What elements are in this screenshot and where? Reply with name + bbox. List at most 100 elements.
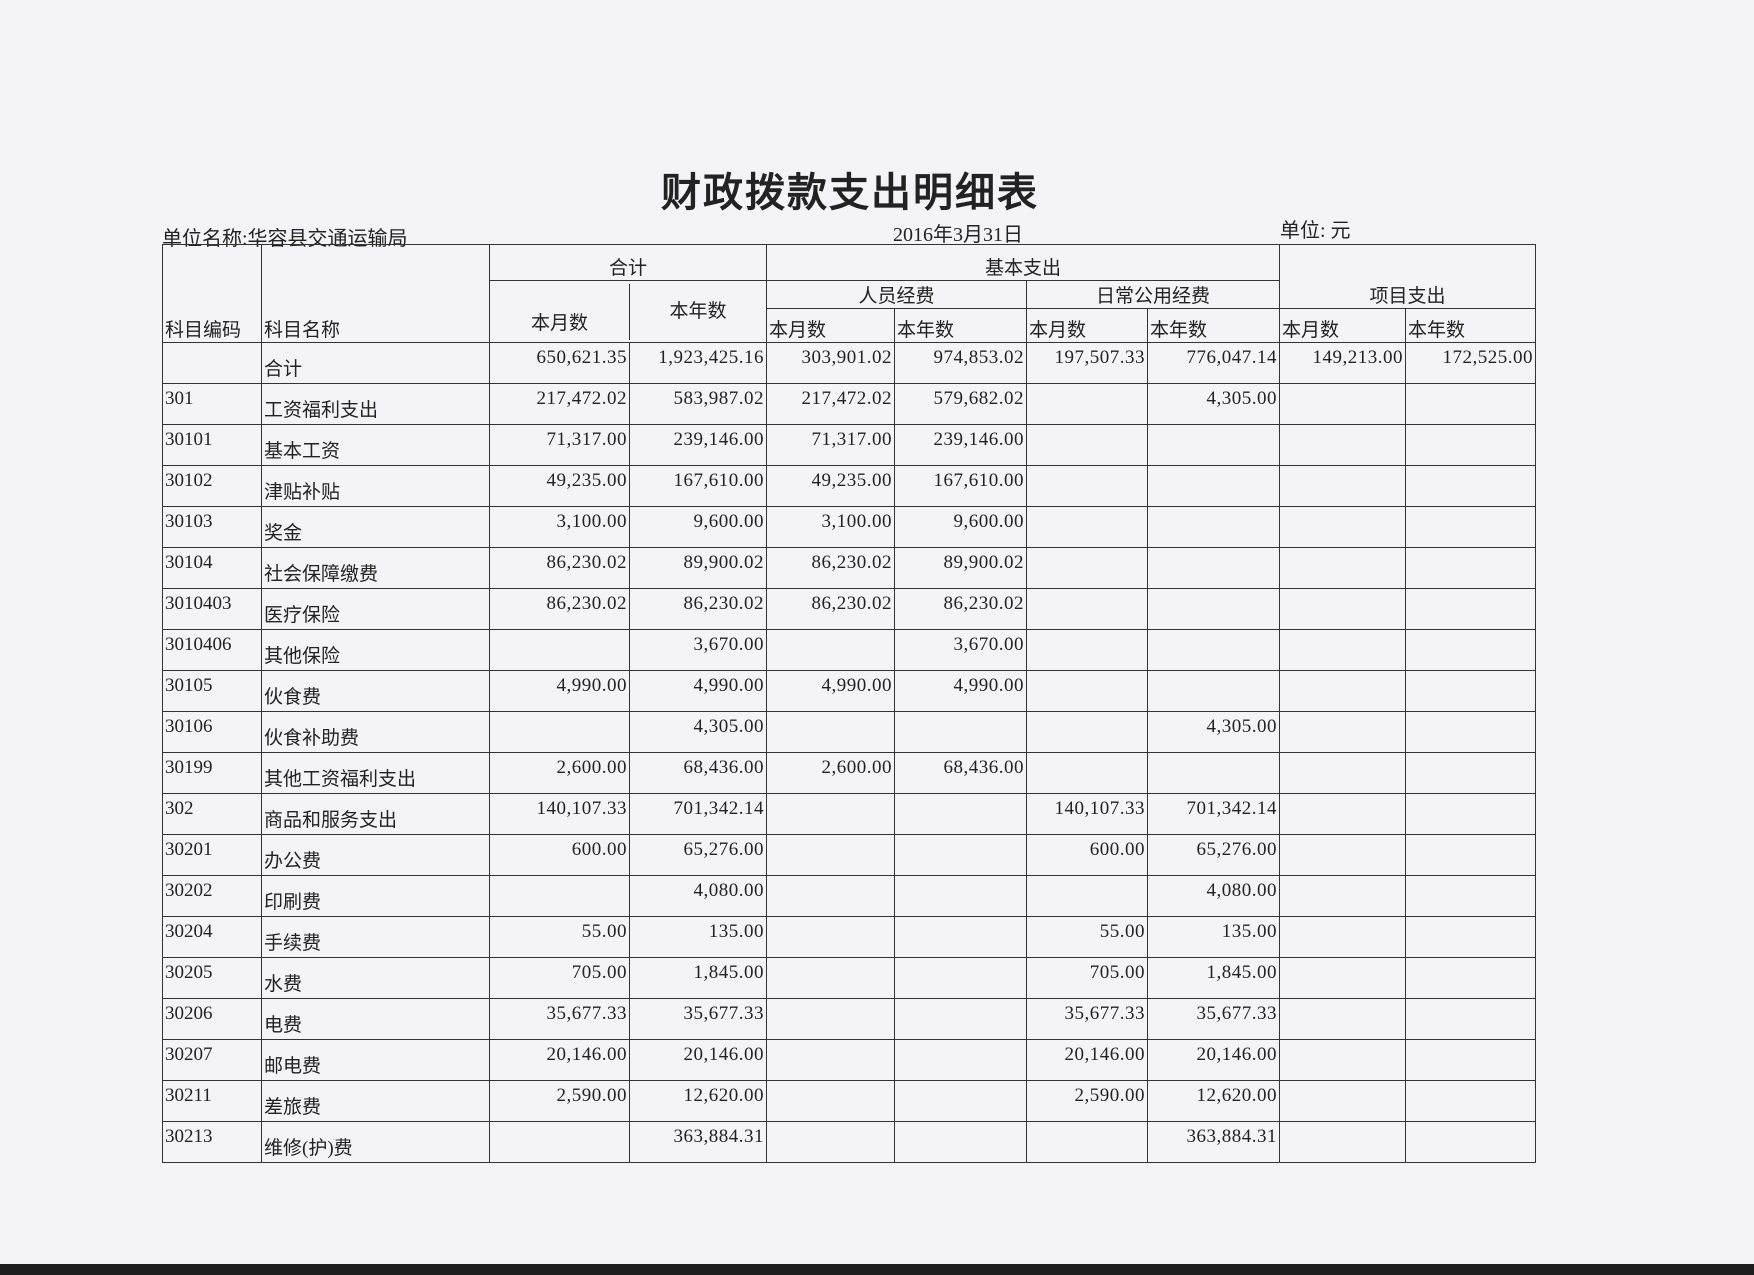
cell-total-month: 705.00 xyxy=(489,957,630,999)
cell-code: 30211 xyxy=(162,1080,262,1122)
cell-personnel-year: 239,146.00 xyxy=(894,424,1028,466)
cell-name: 水费 xyxy=(261,957,490,999)
cell-daily-year: 65,276.00 xyxy=(1147,834,1281,876)
cell-code: 30199 xyxy=(162,752,262,794)
cell-total-year: 4,990.00 xyxy=(628,670,768,712)
cell-project-year xyxy=(1405,424,1537,466)
cell-daily-year xyxy=(1147,670,1281,712)
cell-project-month xyxy=(1279,424,1407,466)
cell-daily-month: 2,590.00 xyxy=(1026,1080,1149,1122)
table-row: 301 工资福利支出 217,472.02 583,987.02 217,472.02 5… xyxy=(162,383,1537,425)
cell-total-year: 9,600.00 xyxy=(628,506,768,548)
cell-daily-month xyxy=(1026,547,1149,589)
cell-name: 基本工资 xyxy=(261,424,490,466)
table-row: 30106 伙食补助费 4,305.00 4,305.00 xyxy=(162,711,1537,753)
cell-personnel-year xyxy=(894,1121,1028,1163)
cell-daily-month: 600.00 xyxy=(1026,834,1149,876)
cell-project-year xyxy=(1405,1039,1537,1081)
cell-total-year: 68,436.00 xyxy=(628,752,768,794)
cell-daily-year: 363,884.31 xyxy=(1147,1121,1281,1163)
cell-personnel-year xyxy=(894,957,1028,999)
cell-project-month xyxy=(1279,670,1407,712)
cell-project-year xyxy=(1405,629,1537,671)
header-name: 科目名称 xyxy=(261,244,490,343)
table-row: 30105 伙食费 4,990.00 4,990.00 4,990.00 4,990.00 xyxy=(162,670,1537,712)
cell-personnel-year xyxy=(894,711,1028,753)
cell-total-month: 650,621.35 xyxy=(489,342,630,384)
cell-code: 30104 xyxy=(162,547,262,589)
cell-daily-year: 4,080.00 xyxy=(1147,875,1281,917)
cell-daily-year: 776,047.14 xyxy=(1147,342,1281,384)
cell-daily-month xyxy=(1026,670,1149,712)
cell-total-year: 4,305.00 xyxy=(628,711,768,753)
cell-daily-month xyxy=(1026,1121,1149,1163)
table-row: 3010406 其他保险 3,670.00 3,670.00 xyxy=(162,629,1537,671)
cell-total-year: 89,900.02 xyxy=(628,547,768,589)
scan-edge xyxy=(0,1264,1754,1275)
cell-daily-month xyxy=(1026,711,1149,753)
cell-project-month xyxy=(1279,916,1407,958)
header-personnel-month: 本月数 xyxy=(766,308,896,343)
cell-daily-year xyxy=(1147,752,1281,794)
cell-name: 电费 xyxy=(261,998,490,1040)
cell-project-year xyxy=(1405,670,1537,712)
cell-daily-month xyxy=(1026,383,1149,425)
table-row: 30199 其他工资福利支出 2,600.00 68,436.00 2,600.00 68… xyxy=(162,752,1537,794)
cell-project-month xyxy=(1279,465,1407,507)
cell-personnel-month xyxy=(766,629,896,671)
cell-total-month: 2,600.00 xyxy=(489,752,630,794)
cell-personnel-month xyxy=(766,916,896,958)
cell-total-month: 20,146.00 xyxy=(489,1039,630,1081)
cell-personnel-month xyxy=(766,875,896,917)
cell-personnel-month xyxy=(766,793,896,835)
table-row: 30102 津贴补贴 49,235.00 167,610.00 49,235.00 167… xyxy=(162,465,1537,507)
cell-daily-month: 20,146.00 xyxy=(1026,1039,1149,1081)
cell-name: 奖金 xyxy=(261,506,490,548)
expenditure-table: 科目编码 科目名称 合计 基本支出 项目支出 本月数 本年数 人员经费 日常公用… xyxy=(162,244,1537,1163)
cell-total-year: 239,146.00 xyxy=(628,424,768,466)
cell-name: 手续费 xyxy=(261,916,490,958)
cell-total-month: 217,472.02 xyxy=(489,383,630,425)
table-row: 3010403 医疗保险 86,230.02 86,230.02 86,230.02 86… xyxy=(162,588,1537,630)
cell-code: 30205 xyxy=(162,957,262,999)
cell-total-month: 49,235.00 xyxy=(489,465,630,507)
cell-code: 30105 xyxy=(162,670,262,712)
cell-total-month: 4,990.00 xyxy=(489,670,630,712)
cell-project-month xyxy=(1279,547,1407,589)
cell-project-month xyxy=(1279,588,1407,630)
cell-daily-year xyxy=(1147,506,1281,548)
cell-name: 其他保险 xyxy=(261,629,490,671)
cell-daily-year: 4,305.00 xyxy=(1147,711,1281,753)
cell-total-year: 701,342.14 xyxy=(628,793,768,835)
cell-project-year xyxy=(1405,916,1537,958)
cell-total-year: 3,670.00 xyxy=(628,629,768,671)
cell-code xyxy=(162,342,262,384)
cell-daily-year: 4,305.00 xyxy=(1147,383,1281,425)
cell-code: 30103 xyxy=(162,506,262,548)
cell-daily-month xyxy=(1026,752,1149,794)
header-daily: 日常公用经费 xyxy=(1026,280,1281,309)
cell-personnel-month: 2,600.00 xyxy=(766,752,896,794)
header-personnel: 人员经费 xyxy=(766,280,1028,309)
cell-project-year xyxy=(1405,588,1537,630)
cell-total-year: 65,276.00 xyxy=(628,834,768,876)
cell-total-year: 135.00 xyxy=(628,916,768,958)
cell-project-month xyxy=(1279,1080,1407,1122)
cell-personnel-year xyxy=(894,1080,1028,1122)
cell-name: 合计 xyxy=(261,342,490,384)
header-project: 项目支出 xyxy=(1279,244,1537,309)
cell-project-year xyxy=(1405,506,1537,548)
cell-daily-month: 705.00 xyxy=(1026,957,1149,999)
header-total-year: 本年数 xyxy=(669,300,727,322)
cell-personnel-year xyxy=(894,998,1028,1040)
cell-total-year: 86,230.02 xyxy=(628,588,768,630)
cell-personnel-year: 9,600.00 xyxy=(894,506,1028,548)
cell-name: 津贴补贴 xyxy=(261,465,490,507)
cell-daily-month xyxy=(1026,875,1149,917)
cell-project-year xyxy=(1405,875,1537,917)
cell-project-month xyxy=(1279,506,1407,548)
cell-daily-month: 140,107.33 xyxy=(1026,793,1149,835)
cell-personnel-year xyxy=(894,834,1028,876)
cell-personnel-month: 49,235.00 xyxy=(766,465,896,507)
header-daily-month: 本月数 xyxy=(1026,308,1149,343)
